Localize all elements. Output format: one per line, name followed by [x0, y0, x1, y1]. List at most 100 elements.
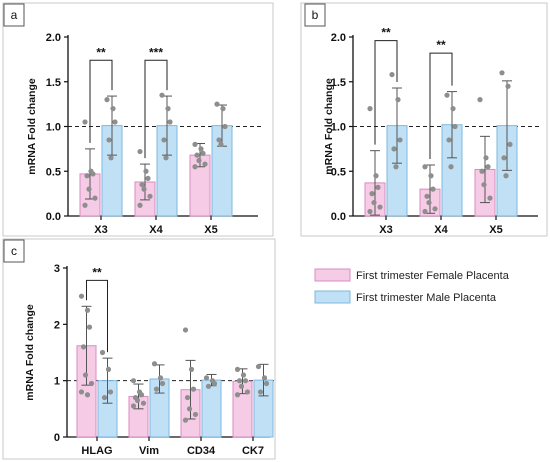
chart-a-data-point: [202, 161, 208, 167]
legend-label-male: First trimester Male Placenta: [356, 292, 497, 304]
chart-c-x-tick-label: HLAG: [81, 445, 112, 457]
chart-b-data-point: [422, 208, 428, 215]
chart-a-data-point: [161, 137, 167, 143]
legend-label-female: First trimester Female Placenta: [356, 270, 510, 282]
chart-c-y-tick-label: 2: [54, 319, 60, 331]
chart-a-significance-bracket: [144, 59, 168, 159]
chart-c-y-tick-label: 0: [54, 432, 60, 444]
chart-c-data-point: [186, 406, 193, 412]
chart-c-data-point: [261, 375, 268, 381]
chart-b-x-tick-label: X4: [434, 224, 448, 236]
chart-c-data-point: [184, 394, 191, 401]
chart-a-y-tick-label: 1.0: [46, 122, 61, 134]
chart-c-data-point: [86, 324, 93, 330]
chart-a-data-point: [200, 150, 206, 156]
chart-c-data-point: [140, 400, 147, 406]
chart-b-data-point: [393, 164, 399, 170]
chart-c-data-point: [203, 375, 210, 381]
chart-b-data-point: [487, 195, 493, 201]
chart-a-data-point: [110, 106, 116, 112]
chart-b-data-point: [485, 164, 491, 170]
chart-c-y-tick-label: 1: [54, 376, 60, 388]
chart-c-data-point: [205, 383, 212, 389]
chart-a-data-point: [196, 157, 202, 164]
chart-a-x-tick-label: X4: [149, 224, 163, 236]
chart-a-data-point: [216, 137, 222, 143]
chart-c-data-point: [182, 327, 189, 333]
chart-b-x-tick-label: X3: [379, 224, 392, 236]
chart-b-data-point: [391, 146, 397, 152]
legend-swatch-female: [314, 268, 351, 282]
chart-c-data-point: [244, 389, 251, 395]
chart-a-data-point: [86, 186, 92, 192]
chart-a-data-point: [92, 195, 98, 201]
chart-a-x-tick-label: X3: [94, 224, 107, 236]
panel-c-frame: [2, 238, 276, 460]
chart-c-x-tick-label: CK7: [242, 445, 264, 457]
chart-a-data-point: [82, 119, 88, 125]
chart-b-y-tick-label: 2.0: [331, 32, 346, 44]
chart-a-data-point: [106, 137, 112, 143]
chart-b-y-tick-label: 0.0: [331, 211, 346, 223]
chart-c-data-point: [84, 392, 91, 398]
chart-a-y-axis-label: mRNA Fold change: [26, 78, 38, 175]
chart-c-data-point: [78, 389, 85, 395]
chart-a-y-tick-label: 1.5: [46, 77, 61, 89]
chart-b-data-point: [483, 155, 489, 161]
chart-c-y-axis-label: mRNA Fold change: [24, 304, 36, 401]
chart-b-data-point: [371, 199, 377, 206]
chart-a-data-point: [214, 101, 220, 107]
chart-c-data-point: [138, 392, 145, 398]
chart-c-data-point: [101, 394, 108, 401]
chart-c-data-point: [159, 380, 166, 387]
chart-c-x-tick-label: Vim: [139, 445, 159, 457]
chart-c-data-point: [78, 293, 85, 299]
chart-b-data-point: [424, 193, 430, 199]
chart-c-data-point: [153, 386, 160, 392]
chart-b-y-tick-label: 1.0: [331, 122, 346, 134]
chart-a-data-point: [163, 155, 169, 161]
chart-b-data-point: [503, 173, 509, 179]
chart-c-data-point: [84, 307, 91, 313]
chart-b-data-point: [426, 199, 432, 206]
chart-a-data-point: [192, 141, 198, 147]
chart-c-data-point: [157, 375, 164, 381]
chart-c-data-point: [151, 361, 158, 367]
chart-b-data-point: [397, 137, 403, 143]
legend: First trimester Female Placenta First tr…: [314, 268, 510, 304]
chart-b-y-tick-label: 1.5: [331, 77, 346, 89]
chart-b-data-point: [432, 206, 438, 212]
chart-c-data-point: [99, 349, 106, 356]
chart-a-data-point: [198, 146, 204, 152]
chart-a-data-point: [108, 155, 114, 161]
legend-swatch-male: [314, 290, 351, 304]
chart-b-data-point: [507, 141, 513, 147]
chart-b-data-point: [375, 184, 381, 190]
chart-c-data-point: [234, 392, 241, 398]
chart-a-significance-label: **: [96, 45, 106, 59]
chart-c-data-point: [190, 386, 197, 392]
chart-a-data-point: [159, 92, 165, 98]
chart-a-data-point: [220, 106, 226, 112]
chart-b-data-point: [369, 191, 375, 197]
chart-c-data-point: [192, 411, 199, 418]
chart-b-data-point: [373, 173, 379, 179]
chart-b-significance-bracket: [374, 40, 398, 145]
chart-c-data-point: [130, 403, 137, 409]
chart-c-data-point: [80, 344, 87, 350]
chart-c-data-point: [88, 380, 95, 387]
chart-c-data-point: [130, 378, 137, 384]
chart-c-data-point: [105, 366, 112, 372]
chart-c-data-point: [240, 372, 247, 378]
chart-a-data-point: [82, 202, 88, 208]
chart-b-data-point: [448, 164, 454, 170]
chart-a-data-point: [145, 175, 151, 182]
chart-b-significance-bracket: [429, 52, 453, 159]
chart-b-data-point: [428, 173, 434, 179]
chart-c-data-point: [263, 380, 270, 387]
panel-c-letter: c: [11, 244, 17, 258]
chart-a-y-tick-label: 2.0: [46, 32, 61, 44]
chart-c-data-point: [234, 366, 241, 372]
chart-c-data-point: [188, 366, 195, 372]
